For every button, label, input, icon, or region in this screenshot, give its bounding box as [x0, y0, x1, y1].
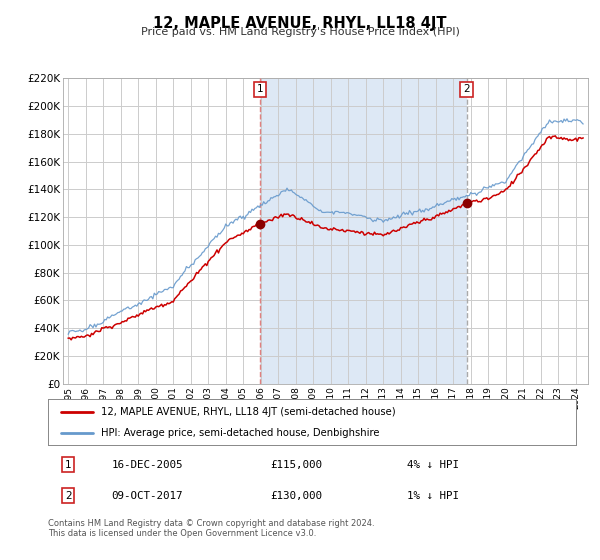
Text: £115,000: £115,000 [270, 460, 322, 469]
Text: 2: 2 [463, 85, 470, 95]
Text: 2: 2 [65, 491, 71, 501]
Text: Contains HM Land Registry data © Crown copyright and database right 2024.
This d: Contains HM Land Registry data © Crown c… [48, 519, 374, 538]
Text: 4% ↓ HPI: 4% ↓ HPI [407, 460, 459, 469]
Text: 09-OCT-2017: 09-OCT-2017 [112, 491, 183, 501]
Text: 16-DEC-2005: 16-DEC-2005 [112, 460, 183, 469]
Text: 1: 1 [65, 460, 71, 469]
Text: 1: 1 [257, 85, 263, 95]
Text: 1% ↓ HPI: 1% ↓ HPI [407, 491, 459, 501]
Text: Price paid vs. HM Land Registry's House Price Index (HPI): Price paid vs. HM Land Registry's House … [140, 27, 460, 37]
Text: 12, MAPLE AVENUE, RHYL, LL18 4JT: 12, MAPLE AVENUE, RHYL, LL18 4JT [153, 16, 447, 31]
Text: £130,000: £130,000 [270, 491, 322, 501]
Text: HPI: Average price, semi-detached house, Denbighshire: HPI: Average price, semi-detached house,… [101, 428, 379, 438]
Text: 12, MAPLE AVENUE, RHYL, LL18 4JT (semi-detached house): 12, MAPLE AVENUE, RHYL, LL18 4JT (semi-d… [101, 407, 395, 417]
Bar [260, 78, 467, 384]
